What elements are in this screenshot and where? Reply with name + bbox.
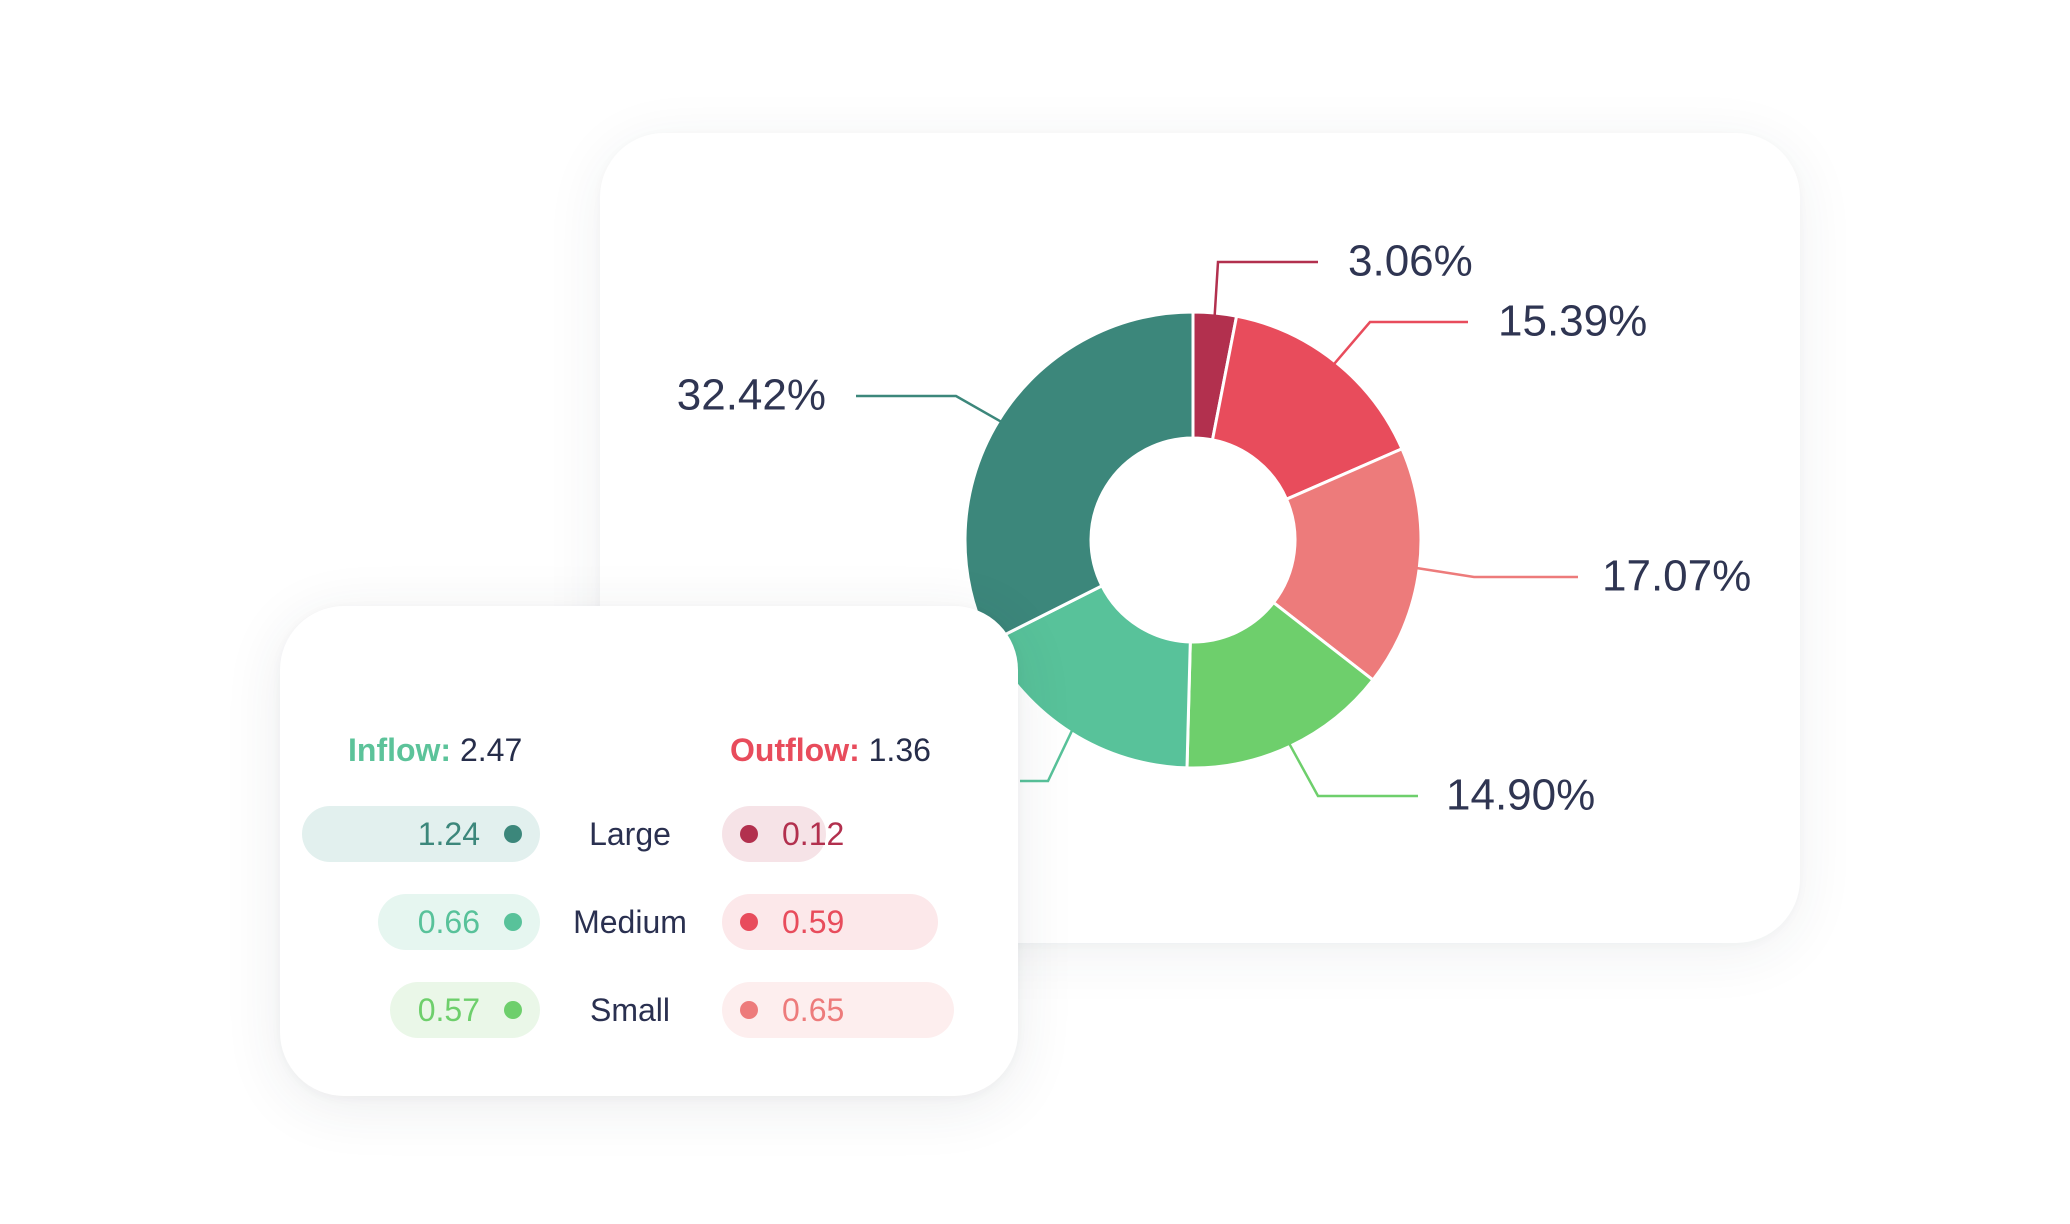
- inflow-small-pill: 0.57: [390, 982, 540, 1038]
- data-label-4: 14.90%: [1446, 771, 1595, 820]
- donut-slice-6: [963, 310, 1195, 645]
- inflow-header: Inflow: 2.47: [348, 730, 522, 770]
- callout-line-1: [1213, 260, 1318, 316]
- donut-slices: [963, 310, 1423, 770]
- inflow-large-value: 1.24: [417, 816, 480, 852]
- inflow-medium-value: 0.66: [417, 904, 480, 940]
- donut-slice-4: [1185, 600, 1376, 770]
- outflow-small-value: 0.65: [782, 992, 845, 1028]
- inflow-total: 2.47: [459, 732, 523, 768]
- row-label-small: Small: [589, 992, 670, 1028]
- inflow-small-dot: [504, 1001, 522, 1019]
- donut-slice-2: [1210, 314, 1404, 502]
- callout-line-5: [1020, 730, 1074, 783]
- outflow-total: 1.36: [868, 732, 931, 768]
- data-label-2: 15.39%: [1498, 297, 1647, 346]
- outflow-medium-dot: [740, 913, 758, 931]
- row-label-medium: Medium: [573, 904, 687, 940]
- callout-line-2: [1333, 320, 1468, 365]
- outflow-large-pill: 0.12: [722, 806, 844, 862]
- outflow-medium-pill: 0.59: [722, 894, 938, 950]
- inflow-medium-dot: [504, 913, 522, 931]
- outflow-header: Outflow: 1.36: [730, 730, 931, 770]
- data-label-6: 32.42%: [677, 371, 826, 420]
- data-label-1: 3.06%: [1348, 237, 1473, 286]
- outflow-large-value: 0.12: [782, 816, 845, 852]
- outflow-large-dot: [740, 825, 758, 843]
- legend-card: Inflow: 2.47 Outflow: 1.36 1.24 Large 0.…: [280, 606, 1018, 1096]
- inflow-large-pill: 1.24: [302, 806, 540, 862]
- data-label-3: 17.07%: [1602, 552, 1751, 601]
- callout-line-6: [856, 394, 1002, 423]
- donut-callouts: 3.06% 15.39% 17.07% 14.90% 32.42%: [677, 237, 1751, 820]
- inflow-label: Inflow:: [348, 732, 452, 768]
- row-label-large: Large: [589, 816, 671, 852]
- inflow-small-value: 0.57: [417, 992, 480, 1028]
- callout-line-3: [1417, 566, 1578, 579]
- callout-line-4: [1288, 743, 1418, 798]
- outflow-label: Outflow:: [730, 732, 860, 768]
- outflow-small-dot: [740, 1001, 758, 1019]
- outflow-small-pill: 0.65: [722, 982, 954, 1038]
- donut-slice-3: [1271, 446, 1423, 683]
- outflow-medium-value: 0.59: [782, 904, 845, 940]
- inflow-large-dot: [504, 825, 522, 843]
- inflow-medium-pill: 0.66: [378, 894, 540, 950]
